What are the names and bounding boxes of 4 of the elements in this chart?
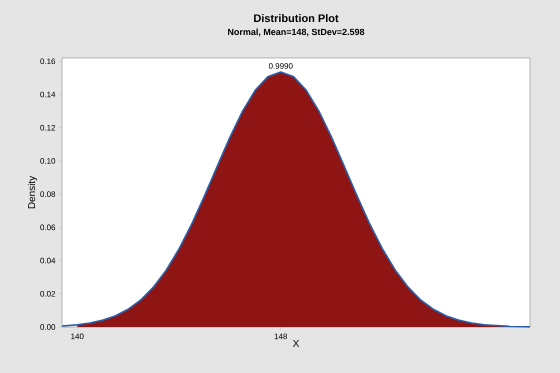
y-axis-title: Density	[28, 176, 38, 208]
x-axis-title: X	[292, 340, 300, 347]
chart-subtitle: Normal, Mean=148, StDev=2.598	[228, 28, 364, 36]
chart-title: Distribution Plot	[254, 14, 338, 22]
